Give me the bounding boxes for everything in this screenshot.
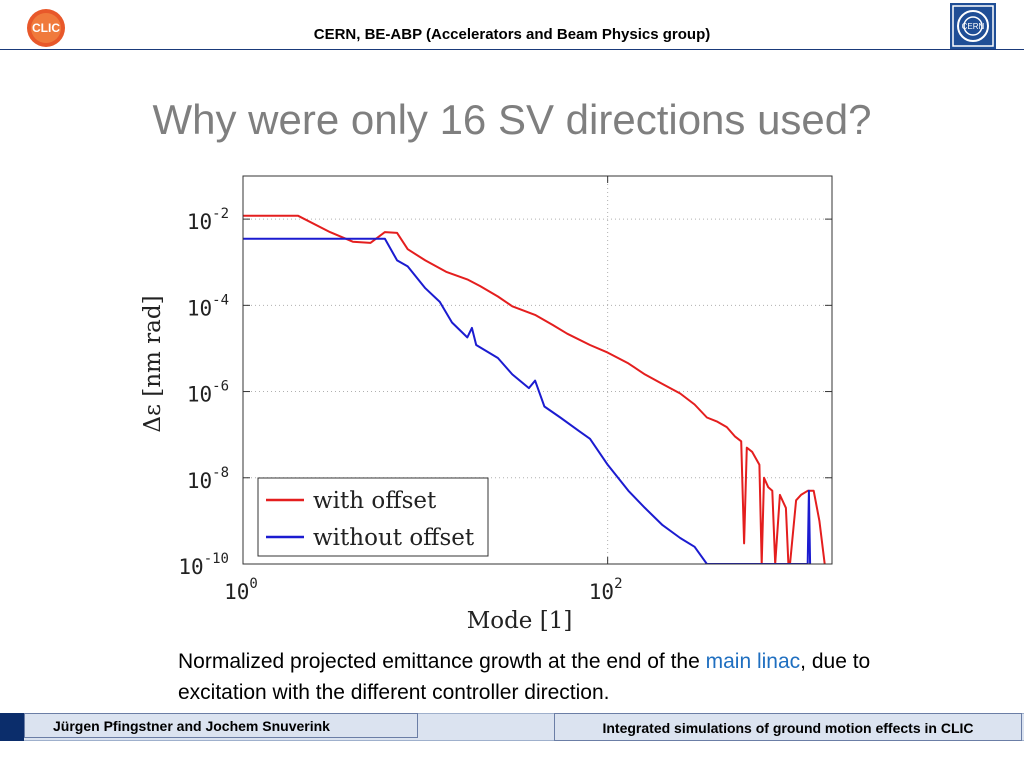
slide-title: Why were only 16 SV directions used? xyxy=(152,96,872,143)
cern-logo: CERN xyxy=(950,3,996,49)
caption-text-1: Normalized projected emittance growth at… xyxy=(178,650,706,673)
x-tick-label-0: 100 xyxy=(224,576,258,604)
y-tick-label-4: 10-10 xyxy=(178,551,229,579)
y-tick-label-3: 10-8 xyxy=(187,465,229,493)
y-tick-label-0: 10-2 xyxy=(187,206,229,234)
y-tick-label-1: 10-4 xyxy=(187,292,229,320)
clic-logo-text: CLIC xyxy=(32,21,60,35)
legend-box xyxy=(257,477,489,557)
footer-bar xyxy=(0,713,1024,741)
footer-talk-title: Integrated simulations of ground motion … xyxy=(554,713,1022,741)
caption-text-2: , due to excitation with the different c… xyxy=(178,650,871,704)
x-axis-label: Mode [1] xyxy=(467,608,573,634)
figure-caption: Normalized projected emittance growth at… xyxy=(178,646,898,708)
plot-frame xyxy=(242,175,833,565)
legend-label-0: with offset xyxy=(313,488,437,514)
legend-label-1: without offset xyxy=(313,525,475,551)
footer-authors: Jürgen Pfingstner and Jochem Snuverink xyxy=(24,713,418,738)
footer-accent-block xyxy=(0,713,24,741)
y-axis-label: Δε [nm rad] xyxy=(140,295,166,432)
header-divider xyxy=(0,49,1024,50)
y-tick-label-2: 10-6 xyxy=(187,379,229,407)
clic-logo: CLIC xyxy=(26,8,66,48)
series-line-0 xyxy=(243,214,826,564)
x-tick-label-1: 102 xyxy=(589,576,623,604)
series-line-1 xyxy=(243,237,812,564)
main-linac-link[interactable]: main linac xyxy=(705,650,801,673)
cern-logo-text: CERN xyxy=(962,22,985,31)
header-organization: CERN, BE-ABP (Accelerators and Beam Phys… xyxy=(313,26,711,43)
